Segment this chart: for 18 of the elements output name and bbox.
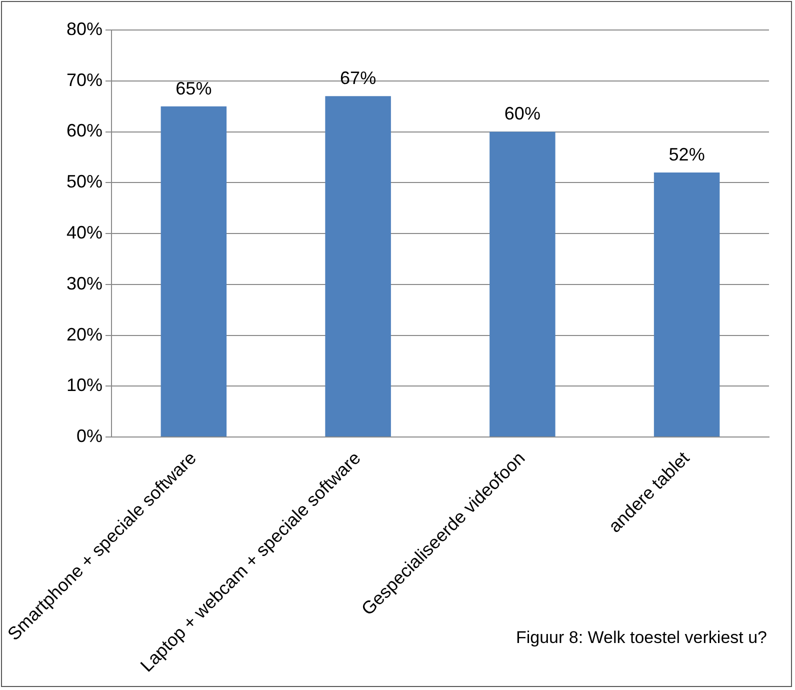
y-tick-label: 30% xyxy=(66,273,102,294)
data-label: 65% xyxy=(176,78,212,98)
bar xyxy=(160,106,227,437)
y-tick-label: 0% xyxy=(76,426,102,446)
bar xyxy=(325,96,391,437)
y-tick-label: 80% xyxy=(66,18,102,39)
y-tick-label: 20% xyxy=(66,324,102,344)
bar xyxy=(490,132,556,437)
y-tick-label: 50% xyxy=(66,172,102,192)
y-tick-label: 70% xyxy=(66,70,102,90)
y-tick-label: 10% xyxy=(66,375,102,396)
y-tick-label: 60% xyxy=(66,120,102,141)
data-label: 67% xyxy=(340,68,376,88)
bar xyxy=(654,172,720,437)
data-label: 60% xyxy=(504,104,540,124)
y-tick-label: 40% xyxy=(66,222,102,242)
data-label: 52% xyxy=(668,144,705,164)
text: Figuur 8: Welk toestel verkiest u? xyxy=(516,628,767,648)
